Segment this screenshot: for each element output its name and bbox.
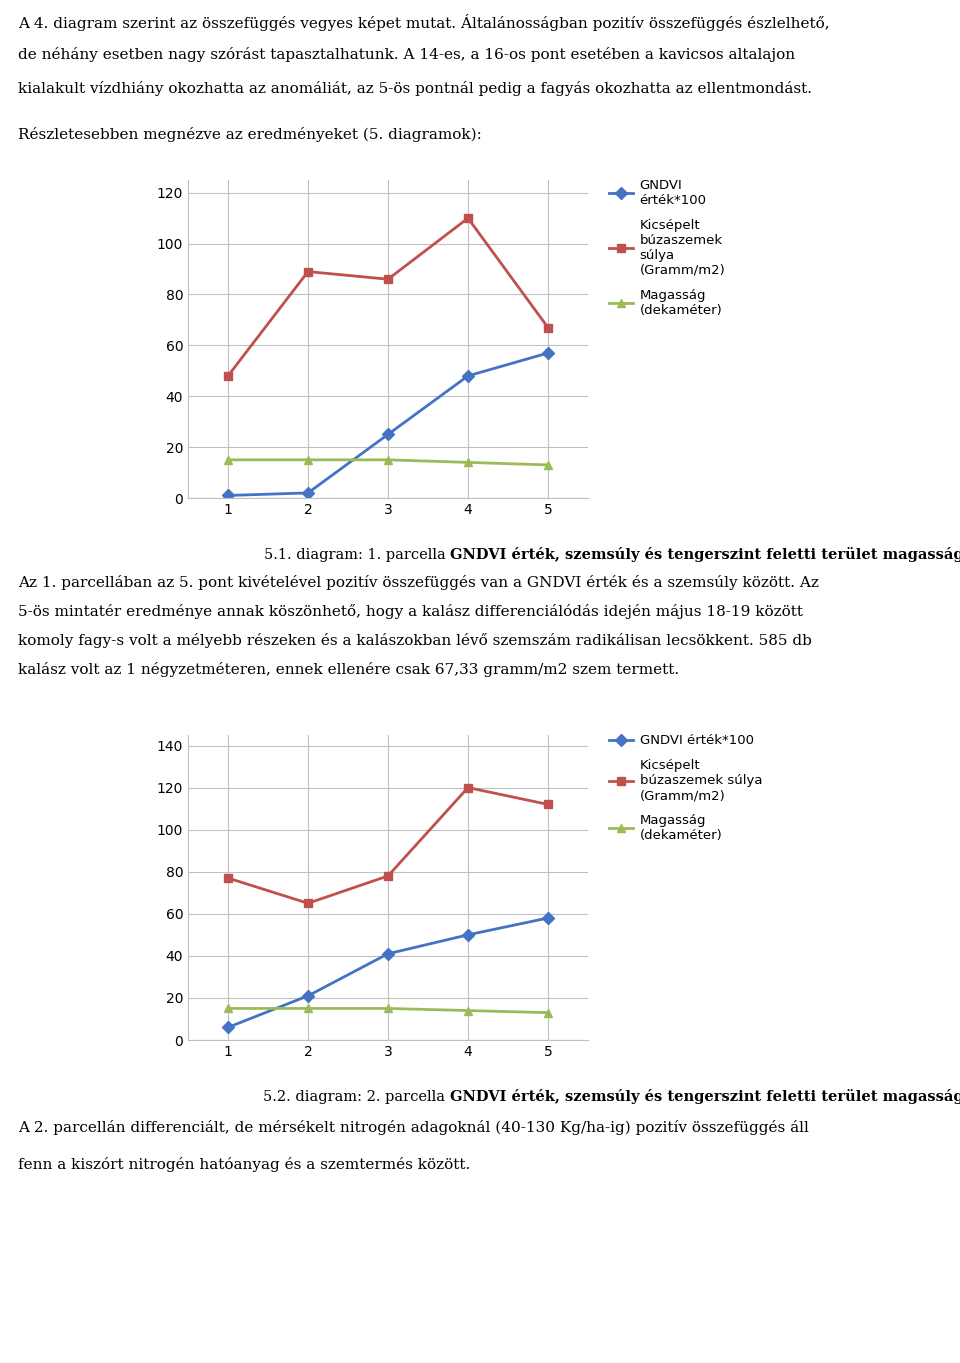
Text: de néhány esetben nagy szórást tapasztalhatunk. A 14-es, a 16-os pont esetében a: de néhány esetben nagy szórást tapasztal… xyxy=(18,48,795,63)
Text: 5-ös mintatér eredménye annak köszönhető, hogy a kalász differenciálódás idején : 5-ös mintatér eredménye annak köszönhető… xyxy=(18,604,803,619)
Text: Az 1. parcellában az 5. pont kivételével pozitív összefüggés van a GNDVI érték é: Az 1. parcellában az 5. pont kivételével… xyxy=(18,575,819,590)
Text: GNDVI érték, szemsúly és tengerszint feletti terület magasság: GNDVI érték, szemsúly és tengerszint fel… xyxy=(450,548,960,563)
Text: GNDVI érték, szemsúly és tengerszint feletti terület magasság: GNDVI érték, szemsúly és tengerszint fel… xyxy=(450,1089,960,1104)
Text: komoly fagy-s volt a mélyebb részeken és a kalászokban lévő szemszám radikálisan: komoly fagy-s volt a mélyebb részeken és… xyxy=(18,634,812,649)
Text: Részletesebben megnézve az eredményeket (5. diagramok):: Részletesebben megnézve az eredményeket … xyxy=(18,127,482,142)
Text: A 4. diagram szerint az összefüggés vegyes képet mutat. Általánosságban pozitív : A 4. diagram szerint az összefüggés vegy… xyxy=(18,14,829,31)
Text: kalász volt az 1 négyzetméteren, ennek ellenére csak 67,33 gramm/m2 szem termett: kalász volt az 1 négyzetméteren, ennek e… xyxy=(18,662,679,677)
Legend: GNDVI érték*100, Kicsépelt
búzaszemek súlya
(Gramm/m2), Magasság
(dekaméter): GNDVI érték*100, Kicsépelt búzaszemek sú… xyxy=(604,729,767,848)
Text: 5.2. diagram: 2. parcella: 5.2. diagram: 2. parcella xyxy=(263,1090,450,1104)
Legend: GNDVI
érték*100, Kicsépelt
búzaszemek
súlya
(Gramm/m2), Magasság
(dekaméter): GNDVI érték*100, Kicsépelt búzaszemek sú… xyxy=(604,173,731,322)
Text: kialakult vízdhiány okozhatta az anomáliát, az 5-ös pontnál pedig a fagyás okozh: kialakult vízdhiány okozhatta az anomáli… xyxy=(18,80,812,95)
Text: 5.1. diagram: 1. parcella: 5.1. diagram: 1. parcella xyxy=(264,548,450,562)
Text: A 2. parcellán differenciált, de mérsékelt nitrogén adagoknál (40-130 Kg/ha-ig) : A 2. parcellán differenciált, de mérséke… xyxy=(18,1120,809,1135)
Text: fenn a kiszórt nitrogén hatóanyag és a szemtermés között.: fenn a kiszórt nitrogén hatóanyag és a s… xyxy=(18,1157,470,1172)
